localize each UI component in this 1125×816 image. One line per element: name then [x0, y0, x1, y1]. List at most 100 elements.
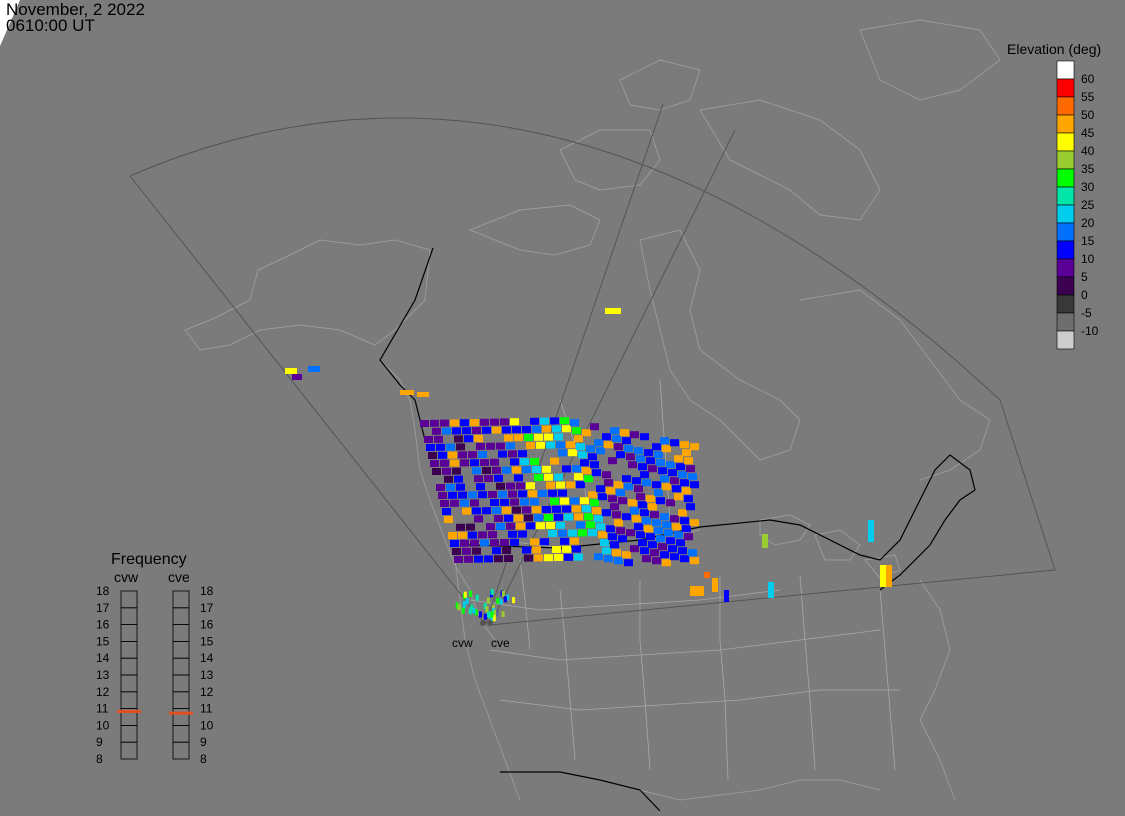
scatter-cell	[652, 481, 661, 489]
scatter-cell	[560, 417, 569, 425]
scatter-cell	[564, 553, 573, 561]
scatter-cell	[542, 425, 551, 433]
scatter-cell	[474, 475, 483, 483]
scatter-cell	[654, 489, 663, 497]
scatter-cell	[470, 539, 479, 547]
scatter-cell	[678, 471, 687, 479]
scatter-cell	[498, 490, 507, 498]
scatter-cell	[493, 609, 497, 616]
scatter-cell	[652, 519, 661, 527]
scatter-cell	[462, 600, 466, 607]
scatter-cell	[576, 481, 585, 489]
scatter-cell	[584, 513, 593, 521]
scatter-cell	[616, 527, 625, 535]
scatter-cell	[550, 457, 559, 465]
scatter-cell	[636, 493, 645, 501]
scatter-cell	[558, 449, 567, 457]
scatter-cell	[454, 475, 463, 483]
scatter-cell	[680, 517, 689, 525]
scatter-cell	[456, 443, 465, 451]
scatter-cell	[492, 466, 501, 474]
scatter-cell	[502, 426, 511, 434]
scatter-cell	[490, 418, 499, 426]
scatter-cell	[432, 468, 441, 475]
scatter-cell	[514, 514, 523, 522]
scatter-cell	[652, 557, 661, 565]
scatter-cell	[660, 437, 669, 445]
scatter-cell	[582, 505, 591, 513]
scatter-cell	[488, 491, 497, 498]
scatter-cell	[554, 513, 563, 521]
scatter-cell	[674, 493, 683, 501]
scatter-cell	[762, 534, 768, 548]
scatter-cell	[486, 611, 490, 618]
scatter-cell	[666, 461, 675, 469]
scatter-cell	[516, 482, 525, 490]
scatter-cell	[604, 479, 613, 487]
scatter-cell	[606, 525, 615, 533]
scatter-cell	[510, 498, 519, 506]
scatter-cell	[560, 497, 569, 505]
scatter-cell	[490, 611, 494, 618]
scatter-cell	[660, 513, 669, 521]
scatter-cell	[472, 467, 481, 475]
scatter-cell	[672, 485, 681, 493]
scatter-cell	[554, 473, 563, 481]
scatter-cell	[546, 481, 555, 489]
scatter-cell	[704, 572, 710, 578]
scatter-cell	[488, 531, 497, 539]
scatter-cell	[564, 513, 573, 521]
scatter-cell	[610, 427, 619, 435]
scatter-cell	[530, 458, 539, 465]
scatter-cell	[642, 555, 651, 563]
scatter-cell	[458, 451, 467, 459]
scatter-cell	[596, 485, 605, 493]
scatter-cell	[455, 602, 459, 609]
scatter-cell	[506, 482, 515, 490]
scatter-cell	[546, 522, 555, 529]
scatter-cell	[590, 461, 599, 469]
scatter-cell	[474, 435, 483, 442]
scatter-cell	[670, 515, 679, 523]
scatter-cell	[552, 505, 561, 513]
scatter-cell	[530, 538, 539, 546]
scatter-cell	[503, 596, 507, 603]
scatter-cell	[610, 503, 619, 511]
scatter-cell	[670, 553, 679, 561]
scatter-cell	[886, 565, 892, 587]
scatter-cell	[596, 523, 605, 531]
scatter-cell	[536, 522, 545, 530]
scatter-cell	[504, 555, 513, 562]
scatter-cell	[660, 551, 669, 559]
scatter-cell	[690, 481, 699, 489]
scatter-cell	[598, 493, 607, 501]
scatter-cell	[662, 521, 671, 529]
scatter-cell	[642, 517, 651, 525]
scatter-cell	[532, 546, 541, 554]
scatter-cell	[634, 523, 643, 531]
scatter-cell	[466, 523, 475, 531]
scatter-cell	[458, 531, 467, 539]
scatter-cell	[672, 523, 681, 531]
scatter-cell	[460, 419, 469, 427]
scatter-cell	[588, 491, 597, 499]
scatter-cell	[450, 459, 459, 467]
scatter-cell	[594, 553, 603, 561]
scatter-cell	[658, 467, 667, 475]
scatter-cell	[658, 543, 667, 551]
scatter-cell	[534, 433, 543, 441]
scatter-cell	[670, 477, 679, 485]
scatter-cell	[518, 490, 527, 498]
scatter-cell	[486, 442, 495, 450]
scatter-cell	[562, 465, 571, 473]
scatter-cell	[450, 499, 459, 507]
scatter-cell	[486, 523, 495, 531]
scatter-cell	[501, 611, 505, 618]
scatter-cell	[496, 523, 505, 530]
scatter-cell	[566, 441, 575, 449]
scatter-cell	[605, 308, 621, 314]
scatter-cell	[724, 590, 729, 602]
scatter-cell	[548, 489, 557, 497]
scatter-cell	[475, 594, 479, 601]
